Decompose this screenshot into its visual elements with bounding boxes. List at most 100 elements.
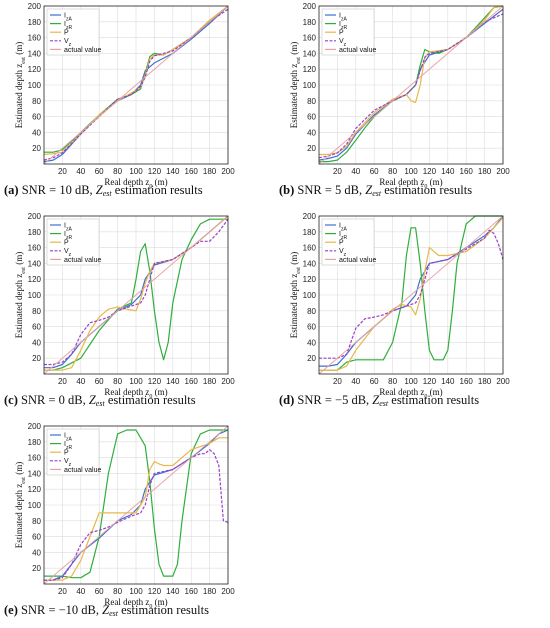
x-tick-label: 20 <box>58 377 67 386</box>
x-tick-label: 160 <box>185 167 199 176</box>
caption-z-sub: est <box>379 399 389 408</box>
legend-label: P <box>339 240 344 247</box>
legend-label: IzR <box>64 21 72 31</box>
plot-frame <box>43 425 229 585</box>
x-tick-label: 160 <box>460 377 474 386</box>
y-tick-label: 120 <box>303 65 317 74</box>
series-line-p <box>44 215 229 371</box>
y-tick-label: 60 <box>307 113 316 122</box>
y-tick-label: 140 <box>303 259 317 268</box>
legend-label: IzA <box>64 12 72 22</box>
series-line-actual-value <box>43 215 229 375</box>
y-tick-label: 100 <box>28 291 42 300</box>
y-tick-label: 80 <box>307 307 316 316</box>
x-tick-label: 180 <box>203 587 217 596</box>
x-tick-label: 60 <box>95 377 104 386</box>
x-axis-label: Real depth z0 (m) <box>104 387 167 400</box>
y-tick-label: 80 <box>32 97 41 106</box>
x-tick-label: 140 <box>441 377 455 386</box>
caption-z: Z <box>365 183 373 197</box>
x-tick-label: 160 <box>460 167 474 176</box>
y-axis-label: Estimated depth zest (m) <box>14 462 27 548</box>
series-line-p <box>319 217 504 371</box>
legend-label: actual value <box>339 47 376 54</box>
legend-label: actual value <box>339 257 376 264</box>
series-line-actual-value <box>43 425 229 585</box>
x-tick-label: 100 <box>404 377 418 386</box>
legend-label: IzR <box>64 441 72 451</box>
x-tick-label: 200 <box>221 377 235 386</box>
caption-suffix: estimation results <box>107 393 196 407</box>
caption-label: (e) <box>4 603 18 617</box>
y-tick-label: 100 <box>303 81 317 90</box>
series-line-v-z <box>44 218 229 366</box>
y-tick-label: 200 <box>28 422 42 431</box>
y-tick-label: 100 <box>28 501 42 510</box>
y-tick-label: 160 <box>303 244 317 253</box>
legend-label: Vz <box>64 38 72 48</box>
y-tick-label: 120 <box>28 65 42 74</box>
chart-panel-a: 20 40 60 80 100 120 140 160 180 200 20 40 60 80 100 120… <box>0 0 272 198</box>
legend-label: actual value <box>64 257 101 264</box>
chart-panel-c: 20 40 60 80 100 120 140 160 180 200 20 40 60 80 100 120… <box>0 210 272 408</box>
legend-label: IzR <box>339 21 347 31</box>
caption-suffix: estimation results <box>121 603 209 617</box>
series-line-actual-value <box>318 215 504 375</box>
y-tick-label: 140 <box>28 259 42 268</box>
y-tick-label: 40 <box>307 338 316 347</box>
x-tick-label: 120 <box>148 587 162 596</box>
y-tick-label: 120 <box>28 275 42 284</box>
x-tick-label: 60 <box>370 167 379 176</box>
chart-svg-d: 20 40 60 80 100 120 140 160 180 200 20 40 60 80 100 120… <box>289 212 510 400</box>
caption-d: (d) SNR = −5 dB, Zest estimation results <box>279 393 547 408</box>
x-axis-label: Real depth z0 (m) <box>104 597 167 610</box>
x-tick-label: 120 <box>423 167 437 176</box>
caption-snr: SNR = 0 dB, <box>21 393 86 407</box>
x-tick-label: 80 <box>388 167 397 176</box>
legend-label: P <box>64 30 69 37</box>
x-tick-label: 60 <box>370 377 379 386</box>
series-line-v-z <box>43 8 229 161</box>
x-tick-label: 80 <box>113 587 122 596</box>
series-line-actual-value <box>318 5 504 165</box>
x-tick-label: 80 <box>113 167 122 176</box>
caption-label: (d) <box>279 393 295 407</box>
y-tick-label: 20 <box>32 144 41 153</box>
x-tick-label: 180 <box>478 377 492 386</box>
legend-label: Vz <box>339 38 347 48</box>
plot-frame <box>318 5 504 165</box>
x-tick-label: 100 <box>129 587 143 596</box>
chart-svg-a: 20 40 60 80 100 120 140 160 180 200 20 40 60 80 100 120… <box>14 2 235 190</box>
y-tick-label: 180 <box>303 228 317 237</box>
x-tick-label: 100 <box>129 377 143 386</box>
caption-label: (b) <box>279 183 295 197</box>
x-tick-label: 140 <box>166 167 180 176</box>
y-tick-label: 100 <box>28 81 42 90</box>
plot-frame <box>43 5 229 165</box>
plot-frame <box>318 215 504 375</box>
y-tick-label: 200 <box>28 2 42 11</box>
y-tick-label: 140 <box>28 469 42 478</box>
caption-e: (e) SNR = −10 dB, Zest estimation result… <box>4 603 272 618</box>
caption-z-sub: est <box>372 189 382 198</box>
y-tick-label: 80 <box>32 517 41 526</box>
y-tick-label: 80 <box>32 307 41 316</box>
y-tick-label: 180 <box>303 18 317 27</box>
x-tick-label: 140 <box>441 167 455 176</box>
x-tick-label: 120 <box>148 167 162 176</box>
series-line-v-z <box>44 449 229 581</box>
series-line-i-za <box>319 215 504 367</box>
chart-svg-e: 20 40 60 80 100 120 140 160 180 200 20 40 60 80 100 120… <box>14 422 235 610</box>
caption-suffix: estimation results <box>391 393 480 407</box>
x-tick-label: 160 <box>185 377 199 386</box>
x-axis-label: Real depth z0 (m) <box>379 177 442 190</box>
x-tick-label: 140 <box>166 377 180 386</box>
y-tick-label: 60 <box>32 533 41 542</box>
caption-z: Z <box>88 393 96 407</box>
x-tick-label: 200 <box>496 167 510 176</box>
y-tick-label: 200 <box>28 212 42 221</box>
x-tick-label: 20 <box>58 167 67 176</box>
plot-frame <box>43 215 229 375</box>
y-tick-label: 60 <box>32 323 41 332</box>
